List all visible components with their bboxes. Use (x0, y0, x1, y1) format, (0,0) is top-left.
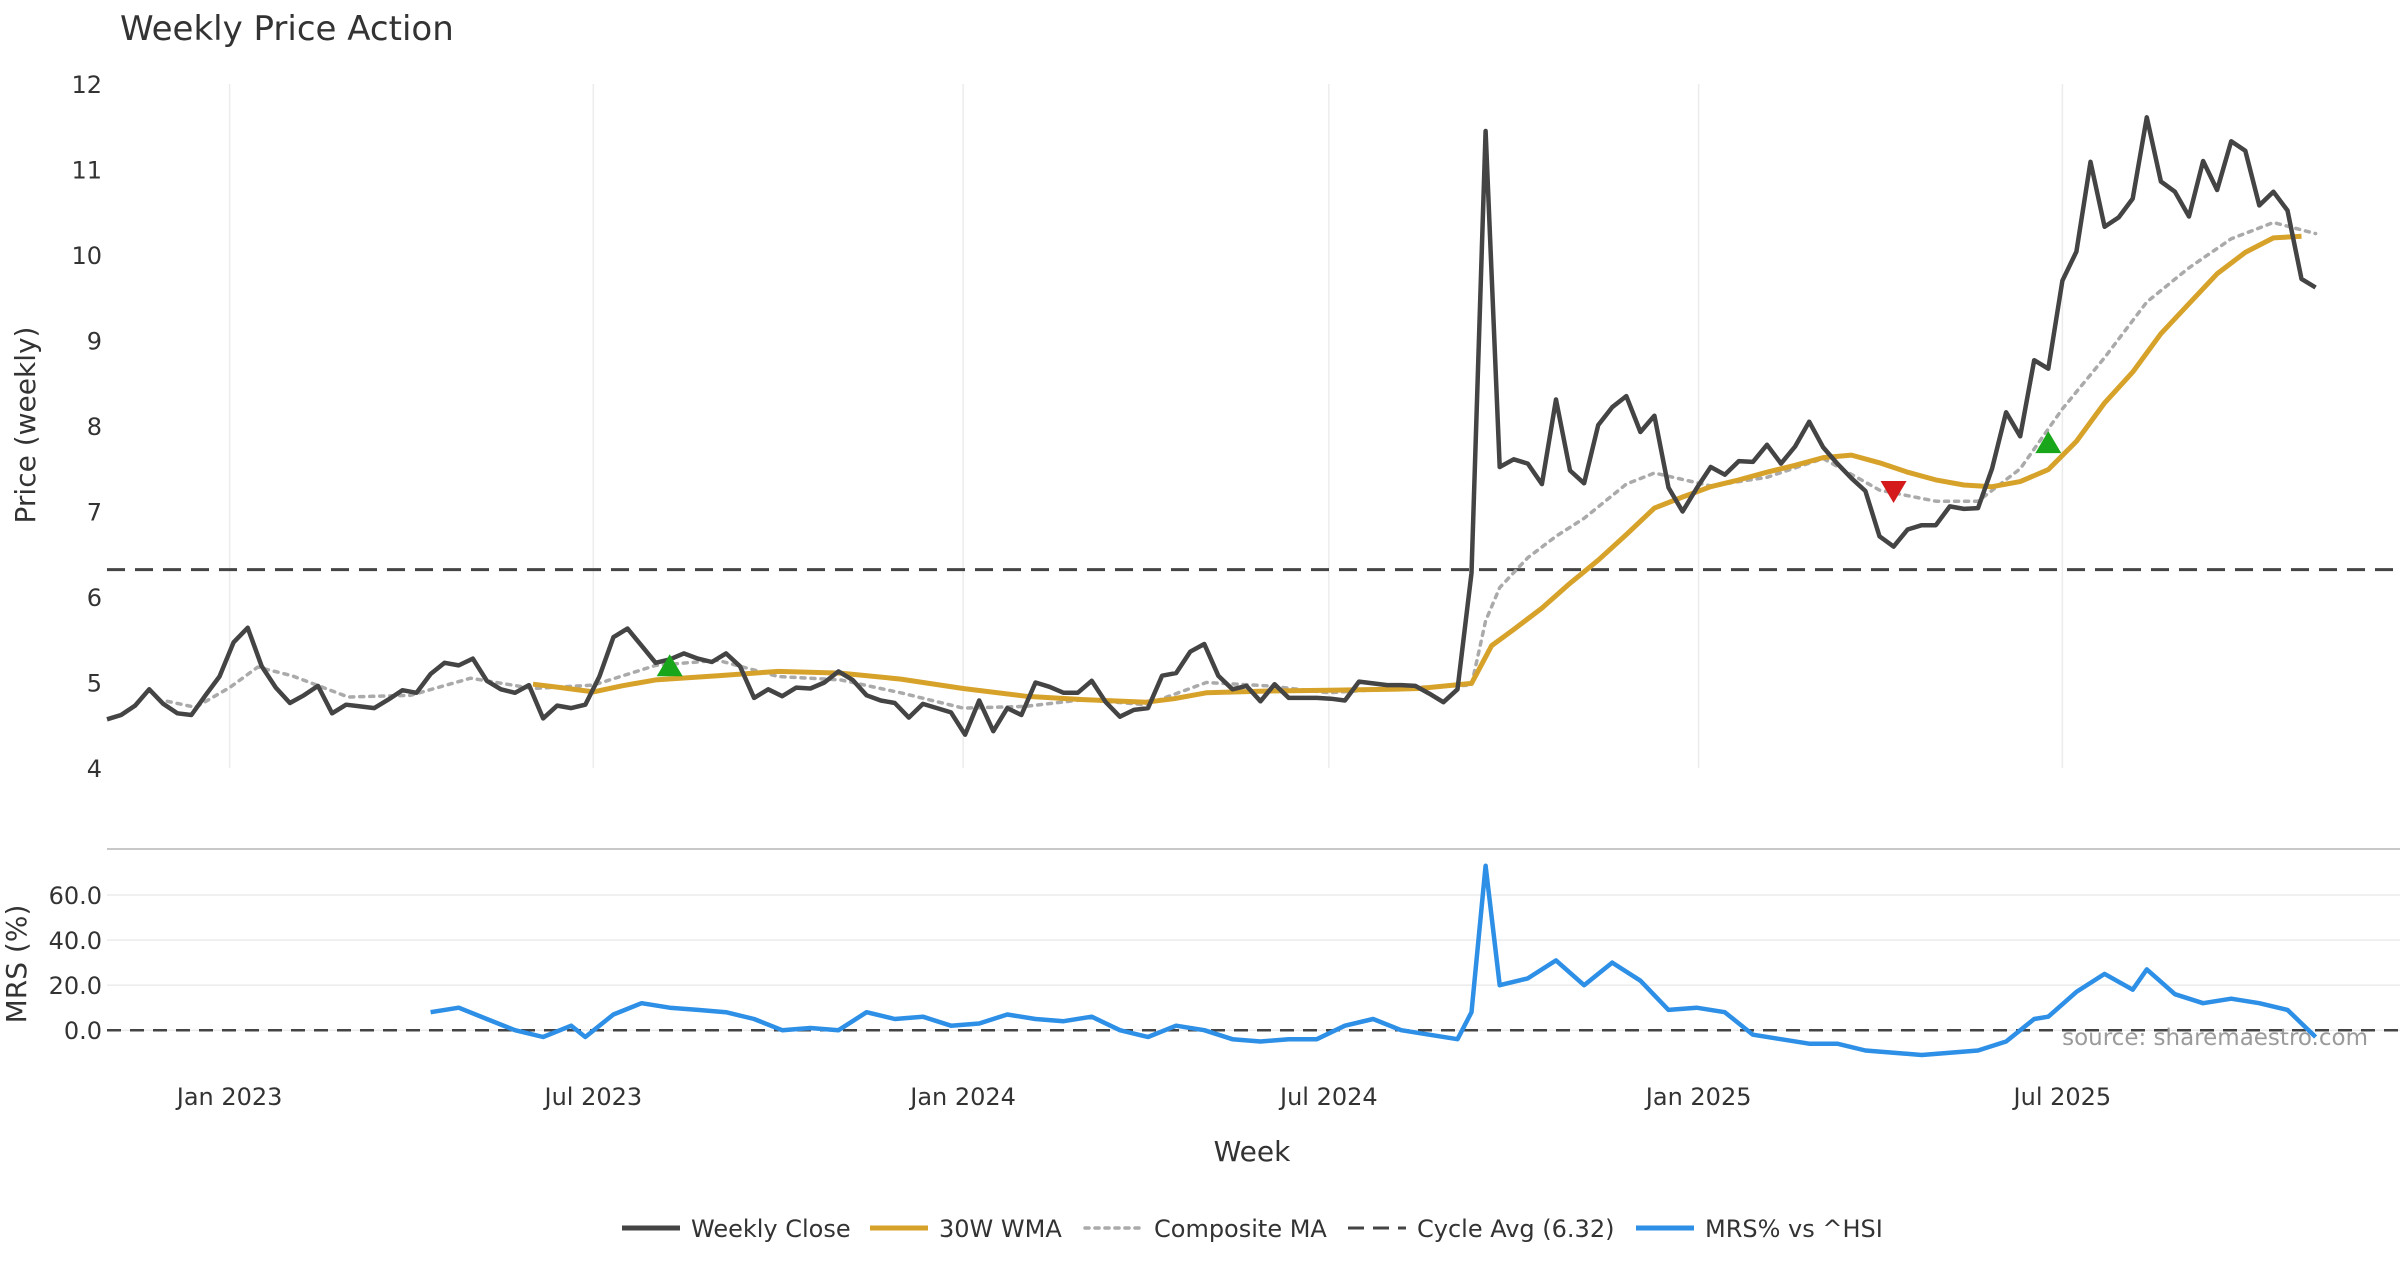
x-tick-label: Jul 2025 (2012, 1083, 2112, 1111)
axis-ticks: Jan 2023 Jul 2023 Jan 2024 Jul 2024 Jan 2025… (49, 71, 2112, 1111)
legend-label: Composite MA (1154, 1215, 1327, 1243)
reference-lines (107, 568, 2400, 1032)
mrs-y-axis-label: MRS (%) (0, 905, 33, 1024)
legend-label: 30W WMA (939, 1215, 1062, 1243)
weekly-close-series (106, 115, 2317, 737)
x-tick-label: Jul 2024 (1278, 1083, 1378, 1111)
mrs-y-tick-label: 20.0 (49, 972, 102, 1000)
sell-signal-marker (1880, 480, 1907, 503)
mrs-y-tick-label: 40.0 (49, 927, 102, 955)
price-y-tick-label: 9 (87, 328, 102, 356)
source-credit: source: sharemaestro.com (2062, 1025, 2368, 1051)
price-y-tick-label: 5 (87, 670, 102, 698)
grid (107, 84, 2400, 1031)
buy-signal-marker (656, 654, 683, 677)
legend-label: Weekly Close (691, 1215, 851, 1243)
30w-wma-series (532, 233, 2302, 705)
price-y-axis-label: Price (weekly) (9, 327, 42, 524)
mrs-y-tick-label: 60.0 (49, 882, 102, 910)
price-y-tick-label: 11 (71, 157, 102, 185)
legend-label: Cycle Avg (6.32) (1417, 1215, 1614, 1243)
price-y-tick-label: 10 (71, 242, 102, 270)
price-y-tick-label: 8 (87, 413, 102, 441)
price-y-tick-label: 4 (87, 755, 102, 783)
signal-markers (656, 431, 2062, 677)
x-tick-label: Jan 2023 (175, 1083, 283, 1111)
price-y-tick-label: 12 (71, 71, 102, 99)
x-tick-label: Jul 2023 (542, 1083, 642, 1111)
x-tick-label: Jan 2024 (908, 1083, 1016, 1111)
mrs-y-tick-label: 0.0 (64, 1017, 102, 1045)
legend: Weekly Close 30W WMA Composite MA Cycle Avg… (622, 1215, 1883, 1243)
series-lines (106, 115, 2318, 1058)
price-y-tick-label: 6 (87, 584, 102, 612)
chart-title: Weekly Price Action (120, 9, 454, 49)
mrs-series (430, 863, 2318, 1058)
price-y-tick-label: 7 (87, 499, 102, 527)
x-tick-label: Jan 2025 (1644, 1083, 1752, 1111)
buy-signal-marker (2035, 431, 2062, 454)
x-axis-label: Week (1214, 1135, 1291, 1168)
legend-label: MRS% vs ^HSI (1705, 1215, 1883, 1243)
